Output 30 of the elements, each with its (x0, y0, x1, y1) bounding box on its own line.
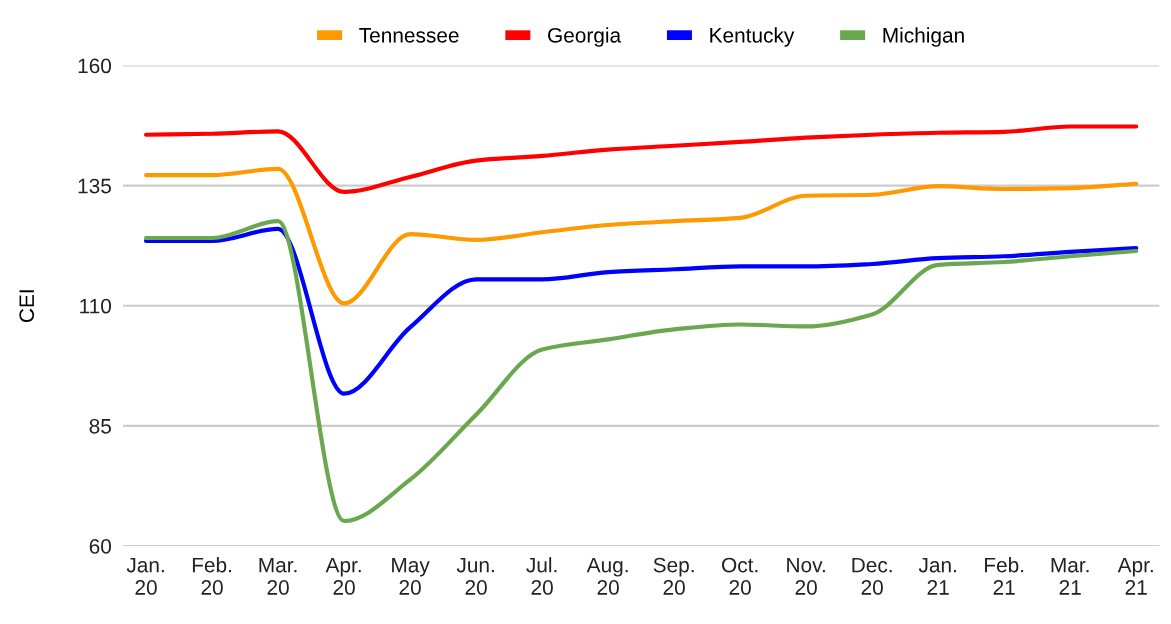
y-tick-label: 160 (78, 58, 112, 74)
y-axis-title: CEI (19, 290, 35, 323)
line-series (143, 219, 1139, 524)
x-tick-label: Jan. 20 (126, 557, 164, 595)
line-series (143, 226, 1139, 396)
x-tick-label: Nov. 20 (787, 557, 825, 595)
x-tick-label: Sep. 20 (653, 557, 694, 595)
x-tick-label: Jul. 20 (526, 557, 557, 595)
y-tick-label: 110 (80, 298, 112, 314)
x-tick-label: Jan. 21 (918, 557, 956, 595)
x-tick-label: Dec. 20 (852, 557, 892, 595)
y-tick-label: 135 (78, 178, 111, 194)
line-series (143, 166, 1139, 306)
x-tick-label: Apr. 21 (1117, 557, 1153, 595)
x-tick-label: Apr. 20 (325, 557, 361, 595)
x-tick-label: Mar. 20 (259, 557, 297, 595)
y-tick-label: 60 (89, 539, 112, 554)
legend-label: Tennessee (359, 28, 459, 43)
x-tick-label: May 20 (392, 557, 430, 595)
y-tick-label: 85 (89, 418, 111, 434)
x-tick-label: Oct. 20 (722, 557, 758, 595)
line-series (143, 124, 1139, 194)
legend-label: Georgia (548, 27, 622, 47)
legend-label: Kentucky (710, 27, 795, 47)
x-tick-label: Feb. 21 (985, 557, 1024, 595)
x-tick-label: Feb. 20 (192, 557, 232, 595)
x-tick-label: Jun. 20 (456, 557, 494, 595)
legend-label: Michigan (883, 27, 964, 47)
x-tick-label: Mar. 21 (1051, 557, 1089, 595)
x-tick-label: Aug. 20 (586, 557, 628, 595)
